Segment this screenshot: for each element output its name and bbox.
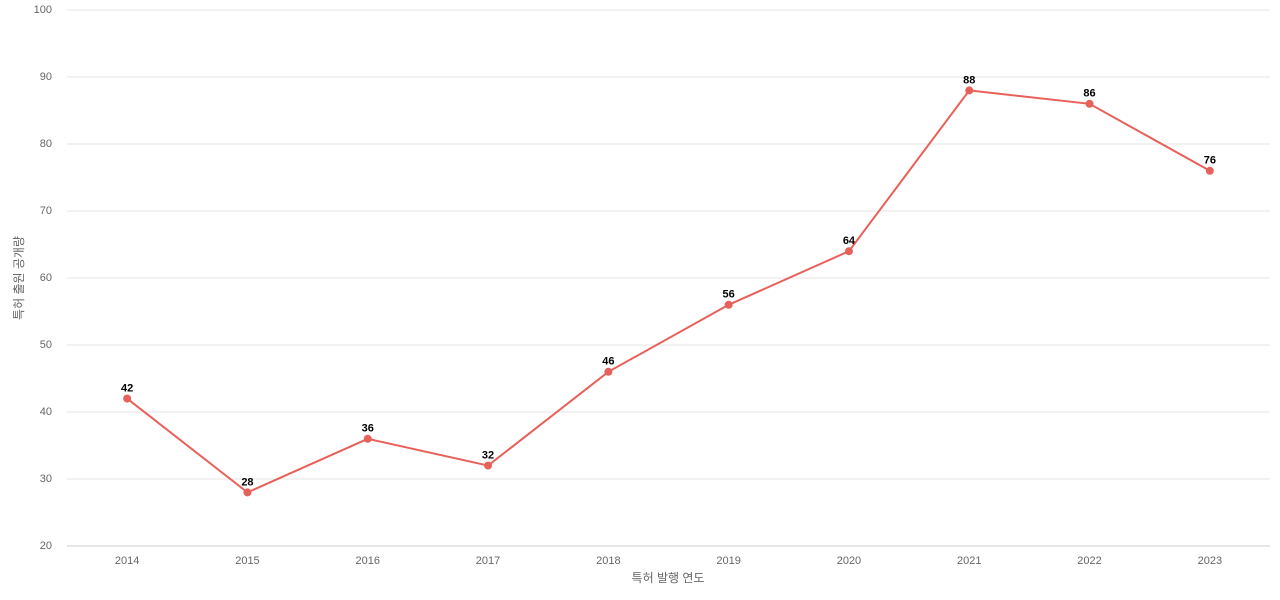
data-label: 42: [121, 383, 133, 395]
y-tick-label: 100: [34, 4, 52, 16]
line: [126, 89, 1211, 494]
point: [484, 461, 493, 470]
y-tick-label: 30: [40, 473, 52, 485]
point: [363, 434, 372, 443]
y-tick-label: 60: [40, 272, 52, 284]
x-tick-label: 2014: [115, 555, 139, 567]
y-tick-label: 90: [40, 71, 52, 83]
x-tick-label: 2016: [356, 555, 380, 567]
point: [1205, 166, 1214, 175]
point: [604, 367, 613, 376]
data-label: 88: [963, 74, 975, 86]
data-label: 64: [843, 235, 856, 247]
data-label: 32: [482, 450, 494, 462]
point: [1085, 99, 1094, 108]
x-tick-label: 2018: [596, 555, 620, 567]
y-tick-label: 80: [40, 138, 52, 150]
point: [965, 86, 974, 95]
x-tick-label: 2015: [235, 555, 259, 567]
x-tick-label: 2021: [957, 555, 981, 567]
data-label: 56: [723, 289, 735, 301]
x-tick-label: 2020: [837, 555, 861, 567]
x-tick-label: 2019: [716, 555, 740, 567]
data-label: 36: [362, 423, 374, 435]
point: [243, 488, 252, 497]
x-axis-label: 특허 발행 연도: [632, 570, 705, 585]
data-label: 28: [241, 476, 253, 488]
y-tick-label: 20: [40, 540, 52, 552]
x-tick-label: 2023: [1198, 555, 1222, 567]
y-axis-label: 특허 출원 공개량: [12, 236, 26, 320]
x-tick-label: 2022: [1077, 555, 1101, 567]
point: [123, 394, 132, 403]
data-label: 76: [1204, 155, 1216, 167]
y-tick-label: 40: [40, 406, 52, 418]
point: [724, 300, 733, 309]
x-tick-label: 2017: [476, 555, 500, 567]
point: [844, 247, 853, 256]
y-tick-label: 50: [40, 339, 52, 351]
y-tick-label: 70: [40, 205, 52, 217]
data-label: 86: [1083, 88, 1095, 100]
data-label: 46: [602, 356, 614, 368]
